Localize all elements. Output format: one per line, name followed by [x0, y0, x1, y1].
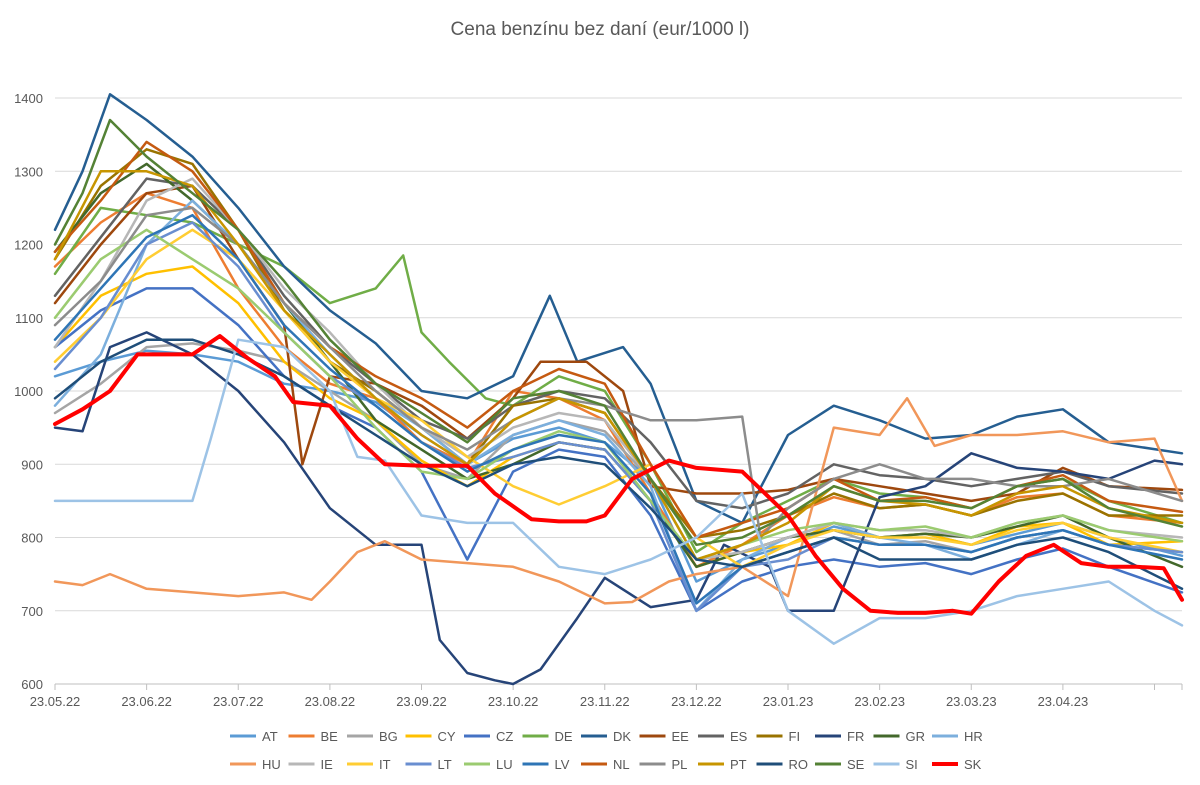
series-lines	[53, 93, 1184, 686]
y-tick-label: 900	[21, 457, 43, 472]
legend-label-sk: SK	[964, 757, 982, 772]
chart-title: Cena benzínu bez daní (eur/1000 l)	[451, 19, 750, 40]
series-line-fr	[53, 331, 1184, 686]
series-line-ro	[53, 338, 1184, 591]
gridlines	[55, 97, 1182, 685]
legend-label-hu: HU	[262, 757, 281, 772]
legend-label-bg: BG	[379, 729, 398, 744]
legend-label-ee: EE	[672, 729, 690, 744]
y-axis-ticks: 600 700 800 900 1000 1100 1200 1300 1400	[14, 91, 43, 692]
y-tick-label: 700	[21, 604, 43, 619]
legend-label-ro: RO	[789, 757, 809, 772]
y-tick-label: 1100	[15, 311, 43, 326]
x-tick-label: 23.10.22	[488, 694, 539, 709]
legend-label-se: SE	[847, 757, 865, 772]
legend-label-dk: DK	[613, 729, 631, 744]
y-tick-label: 1000	[14, 384, 43, 399]
x-tick-label: 23.11.22	[580, 694, 630, 709]
x-tick-label: 23.12.22	[671, 694, 722, 709]
x-tick-label: 23.02.23	[854, 694, 905, 709]
x-tick-label: 23.01.23	[763, 694, 814, 709]
y-tick-label: 1400	[14, 91, 43, 106]
x-tick-label: 23.05.22	[30, 694, 81, 709]
legend-label-ie: IE	[321, 757, 334, 772]
legend-label-hr: HR	[964, 729, 983, 744]
legend-label-pt: PT	[730, 757, 747, 772]
legend-label-gr: GR	[906, 729, 926, 744]
legend-label-lv: LV	[555, 757, 570, 772]
legend-label-cz: CZ	[496, 729, 513, 744]
series-line-si	[53, 338, 1184, 645]
legend: AT BE BG CY CZ DE DK EE ES FI FR GR HR HU IE IT LT LU LV NL…	[230, 729, 983, 772]
legend-label-pl: PL	[672, 757, 688, 772]
series-line-cy	[53, 265, 1184, 569]
y-tick-label: 800	[21, 531, 43, 546]
y-tick-label: 600	[21, 677, 43, 692]
legend-label-fi: FI	[789, 729, 801, 744]
series-line-sk	[53, 334, 1184, 616]
legend-label-it: IT	[379, 757, 391, 772]
x-tick-label: 23.06.22	[121, 694, 172, 709]
x-axis-ticks: 23.05.22 23.06.22 23.07.22 23.08.22 23.09.22…	[30, 684, 1183, 709]
legend-label-be: BE	[321, 729, 339, 744]
x-tick-label: 23.04.23	[1038, 694, 1089, 709]
x-tick-label: 23.08.22	[305, 694, 356, 709]
series-line-se	[53, 118, 1184, 547]
x-tick-label: 23.07.22	[213, 694, 264, 709]
legend-label-at: AT	[262, 729, 278, 744]
legend-label-lu: LU	[496, 757, 513, 772]
legend-label-si: SI	[906, 757, 918, 772]
x-tick-label: 23.09.22	[396, 694, 447, 709]
series-line-hu	[53, 397, 1184, 605]
y-tick-label: 1200	[14, 238, 43, 253]
y-tick-label: 1300	[14, 164, 43, 179]
legend-label-fr: FR	[847, 729, 864, 744]
series-line-pt	[53, 170, 1184, 561]
legend-label-es: ES	[730, 729, 748, 744]
legend-label-nl: NL	[613, 757, 630, 772]
series-line-cz	[53, 287, 1184, 613]
series-line-lv	[53, 213, 1184, 605]
x-tick-label: 23.03.23	[946, 694, 997, 709]
legend-label-lt: LT	[438, 757, 452, 772]
legend-label-de: DE	[555, 729, 573, 744]
legend-label-cy: CY	[438, 729, 456, 744]
